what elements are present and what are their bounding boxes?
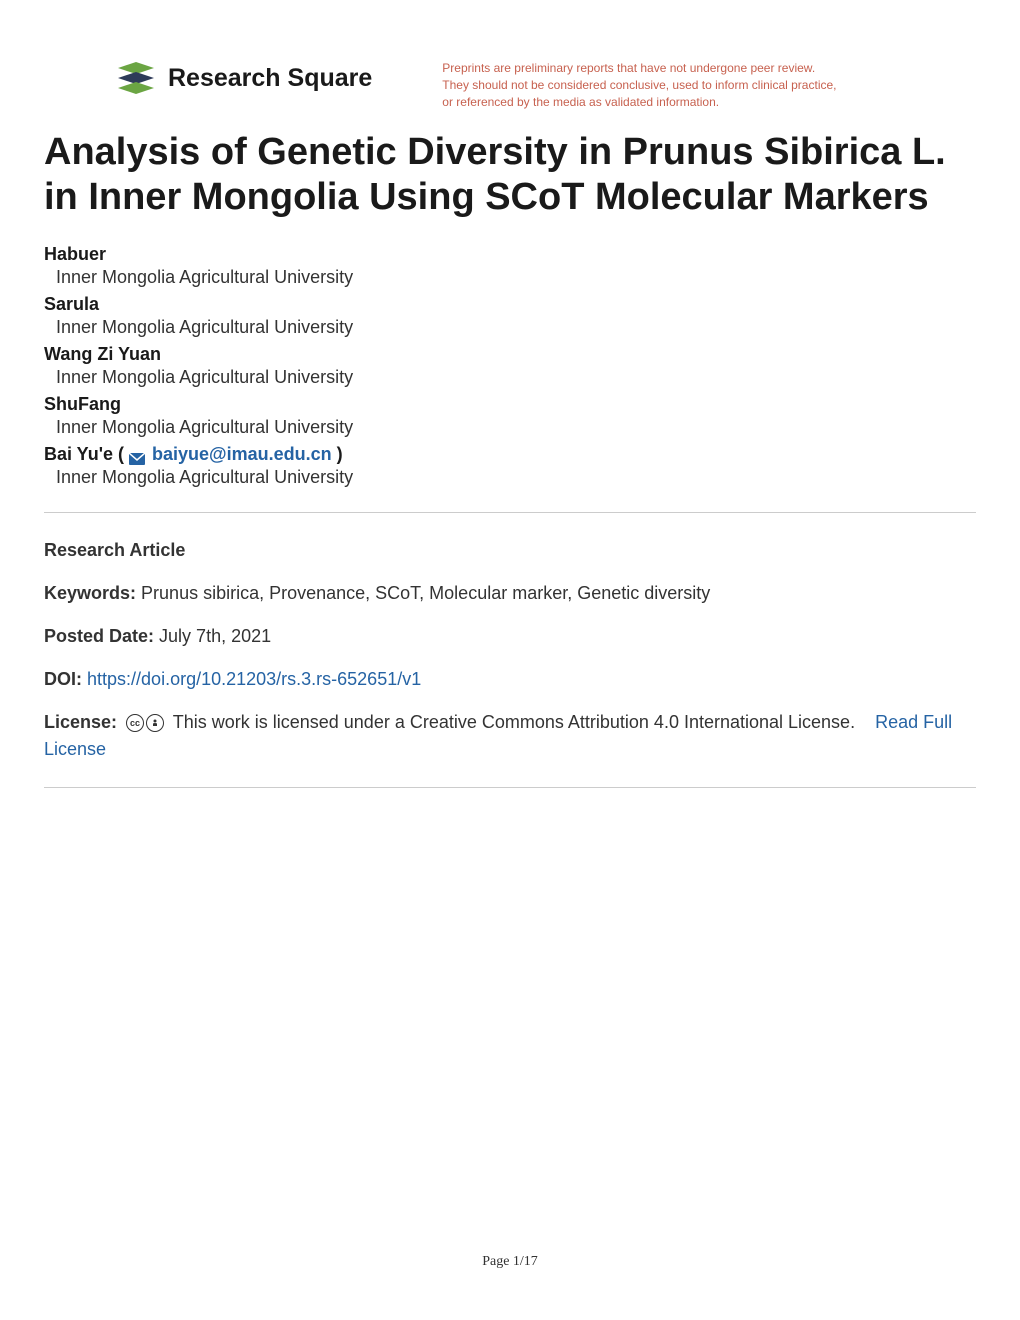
corresponding-marker: ( [118,444,129,464]
envelope-icon [129,449,145,461]
preprint-disclaimer: Preprints are preliminary reports that h… [442,60,836,110]
doi-label: DOI: [44,669,82,689]
author-affiliation: Inner Mongolia Agricultural University [44,467,976,488]
license-text: This work is licensed under a Creative C… [173,712,855,732]
cc-icons: cc [126,714,164,732]
article-type-label: Research Article [44,540,185,560]
logo-text: Research Square [168,64,372,93]
keywords-row: Keywords: Prunus sibirica, Provenance, S… [44,580,976,607]
author-block: Habuer Inner Mongolia Agricultural Unive… [44,244,976,288]
author-affiliation: Inner Mongolia Agricultural University [44,417,976,438]
logo: Research Square [114,60,372,96]
keywords-label: Keywords: [44,583,136,603]
article-type: Research Article [44,537,976,564]
disclaimer-line: They should not be considered conclusive… [442,78,836,92]
author-name: Wang Zi Yuan [44,344,976,365]
posted-date-value: July 7th, 2021 [159,626,271,646]
doi-link[interactable]: https://doi.org/10.21203/rs.3.rs-652651/… [87,669,421,689]
authors-list: Habuer Inner Mongolia Agricultural Unive… [44,244,976,488]
doi-row: DOI: https://doi.org/10.21203/rs.3.rs-65… [44,666,976,693]
author-name: Habuer [44,244,976,265]
license-row: License: cc This work is licensed under … [44,712,952,759]
author-name: ShuFang [44,394,976,415]
disclaimer-line: Preprints are preliminary reports that h… [442,61,815,75]
author-block: Sarula Inner Mongolia Agricultural Unive… [44,294,976,338]
header: Research Square Preprints are preliminar… [44,60,976,110]
cc-icon: cc [126,714,144,732]
meta-section: Research Article Keywords: Prunus sibiri… [44,537,976,763]
posted-date-row: Posted Date: July 7th, 2021 [44,623,976,650]
author-affiliation: Inner Mongolia Agricultural University [44,267,976,288]
posted-date-label: Posted Date: [44,626,154,646]
corresponding-marker-close: ) [337,444,343,464]
author-affiliation: Inner Mongolia Agricultural University [44,367,976,388]
author-block: Wang Zi Yuan Inner Mongolia Agricultural… [44,344,976,388]
author-name: Bai Yu'e ( baiyue@imau.edu.cn ) [44,444,976,465]
research-square-icon [114,60,158,96]
cc-by-icon [146,714,164,732]
license-label: License: [44,712,117,732]
paper-title: Analysis of Genetic Diversity in Prunus … [44,130,976,220]
keywords-value: Prunus sibirica, Provenance, SCoT, Molec… [141,583,710,603]
author-block: ShuFang Inner Mongolia Agricultural Univ… [44,394,976,438]
author-block-corresponding: Bai Yu'e ( baiyue@imau.edu.cn ) Inner Mo… [44,444,976,488]
author-affiliation: Inner Mongolia Agricultural University [44,317,976,338]
author-name-text: Bai Yu'e [44,444,113,464]
disclaimer-line: or referenced by the media as validated … [442,95,719,109]
email-link[interactable]: baiyue@imau.edu.cn [152,444,332,464]
divider [44,512,976,513]
divider [44,787,976,788]
author-name: Sarula [44,294,976,315]
page-number: Page 1/17 [482,1254,538,1270]
